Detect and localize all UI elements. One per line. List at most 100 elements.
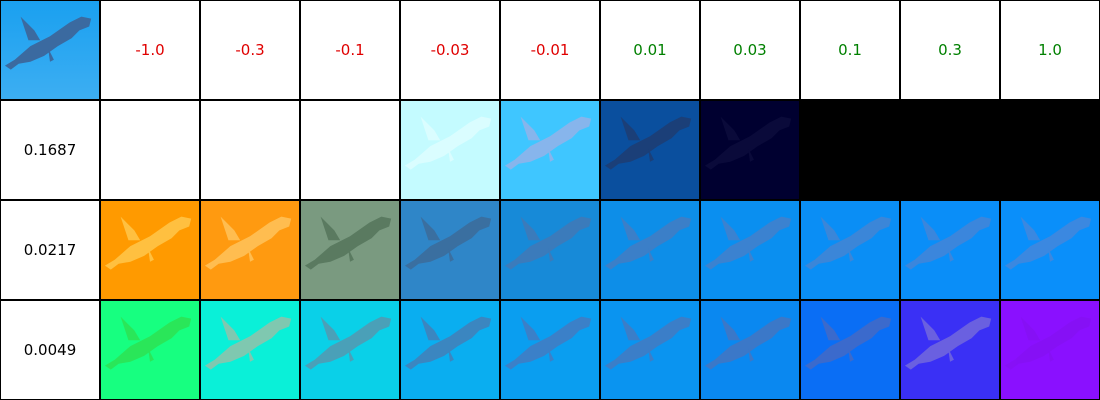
shark-thumbnail	[101, 301, 199, 399]
shark-shape	[104, 216, 192, 270]
image-tile	[800, 200, 900, 300]
row-label: 0.0049	[23, 341, 77, 359]
shark-thumbnail	[1001, 301, 1099, 399]
header-value-cell: -0.1	[300, 0, 400, 100]
header-value-cell: -0.3	[200, 0, 300, 100]
shark-thumbnail	[401, 301, 499, 399]
shark-shape	[304, 316, 392, 370]
image-tile	[800, 300, 900, 400]
shark-thumbnail	[601, 301, 699, 399]
shark-thumbnail	[401, 201, 499, 299]
header-value-cell: 0.03	[700, 0, 800, 100]
shark-thumbnail	[101, 101, 199, 199]
row-label-cell: 0.1687	[0, 100, 100, 200]
shark-shape	[204, 316, 292, 370]
shark-shape	[504, 116, 592, 170]
header-value-cell: 1.0	[1000, 0, 1100, 100]
shark-shape	[1004, 216, 1092, 270]
shark-shape	[104, 316, 192, 370]
shark-thumbnail	[701, 101, 799, 199]
image-tile	[500, 300, 600, 400]
shark-thumbnail	[501, 101, 599, 199]
image-tile	[700, 300, 800, 400]
shark-shape	[604, 316, 692, 370]
header-value-label: -0.03	[430, 41, 470, 59]
shark-shape	[4, 16, 92, 70]
image-tile	[300, 200, 400, 300]
header-value-cell: 0.3	[900, 0, 1000, 100]
image-tile	[600, 300, 700, 400]
image-tile	[300, 100, 400, 200]
header-value-label: 0.1	[838, 41, 862, 59]
shark-shape	[704, 316, 792, 370]
shark-thumbnail	[901, 201, 999, 299]
shark-shape	[504, 316, 592, 370]
image-tile	[1000, 100, 1100, 200]
shark-shape	[404, 216, 492, 270]
shark-thumbnail	[1001, 201, 1099, 299]
shark-shape	[904, 316, 992, 370]
shark-thumbnail	[801, 301, 899, 399]
shark-thumbnail	[301, 201, 399, 299]
header-value-cell: -0.03	[400, 0, 500, 100]
row-label: 0.1687	[23, 141, 77, 159]
image-tile	[1000, 300, 1100, 400]
shark-shape	[604, 216, 692, 270]
shark-thumbnail	[701, 201, 799, 299]
header-value-label: -0.3	[235, 41, 265, 59]
image-tile	[600, 100, 700, 200]
image-tile	[500, 100, 600, 200]
shark-thumbnail	[701, 301, 799, 399]
header-value-label: -0.01	[530, 41, 570, 59]
shark-thumbnail	[801, 201, 899, 299]
image-tile	[100, 200, 200, 300]
row-label-cell: 0.0049	[0, 300, 100, 400]
image-tile	[200, 300, 300, 400]
shark-shape	[704, 216, 792, 270]
header-value-cell: 0.1	[800, 0, 900, 100]
shark-shape	[804, 216, 892, 270]
image-tile	[400, 100, 500, 200]
header-value-label: 0.03	[733, 41, 767, 59]
shark-shape	[1004, 316, 1092, 370]
image-tile	[200, 100, 300, 200]
image-tile	[200, 200, 300, 300]
shark-thumbnail	[1001, 101, 1099, 199]
row-label-cell: 0.0217	[0, 200, 100, 300]
shark-thumbnail	[801, 101, 899, 199]
shark-thumbnail	[601, 201, 699, 299]
image-tile	[500, 200, 600, 300]
shark-shape	[204, 216, 292, 270]
shark-shape	[504, 216, 592, 270]
image-tile	[800, 100, 900, 200]
shark-thumbnail	[201, 101, 299, 199]
shark-shape	[904, 216, 992, 270]
shark-thumbnail	[901, 101, 999, 199]
shark-thumbnail	[901, 301, 999, 399]
shark-thumbnail	[501, 201, 599, 299]
shark-thumbnail	[601, 101, 699, 199]
shark-thumbnail	[101, 201, 199, 299]
shark-shape	[704, 116, 792, 170]
image-tile	[300, 300, 400, 400]
header-value-cell: -1.0	[100, 0, 200, 100]
row-label: 0.0217	[23, 241, 77, 259]
header-value-label: 0.01	[633, 41, 667, 59]
image-tile	[700, 100, 800, 200]
header-value-cell: -0.01	[500, 0, 600, 100]
header-value-label: -0.1	[335, 41, 365, 59]
shark-shape	[304, 216, 392, 270]
shark-shape	[804, 316, 892, 370]
shark-thumbnail	[201, 301, 299, 399]
image-tile	[400, 200, 500, 300]
header-value-cell: 0.01	[600, 0, 700, 100]
shark-thumbnail	[201, 201, 299, 299]
shark-thumbnail	[401, 101, 499, 199]
shark-thumbnail	[1, 1, 99, 99]
shark-shape	[404, 116, 492, 170]
shark-thumbnail	[301, 101, 399, 199]
header-value-label: -1.0	[135, 41, 165, 59]
image-tile	[700, 200, 800, 300]
shark-thumbnail	[501, 301, 599, 399]
